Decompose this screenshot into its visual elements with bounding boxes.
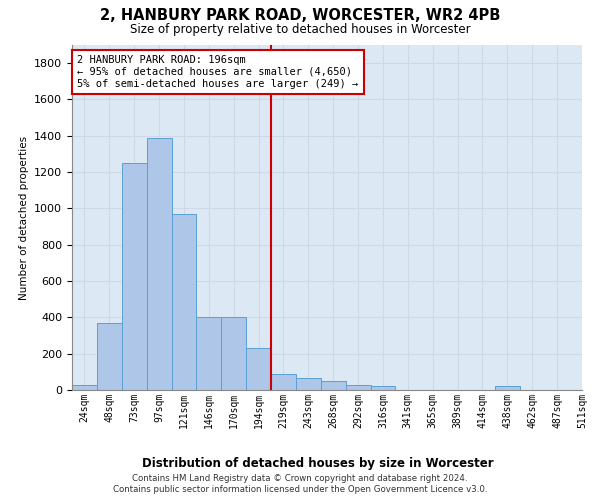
- Bar: [321, 381, 346, 390]
- Bar: [146, 138, 172, 390]
- Text: Distribution of detached houses by size in Worcester: Distribution of detached houses by size …: [142, 458, 494, 470]
- Text: 2, HANBURY PARK ROAD, WORCESTER, WR2 4PB: 2, HANBURY PARK ROAD, WORCESTER, WR2 4PB: [100, 8, 500, 22]
- Bar: [172, 214, 196, 390]
- Bar: [271, 374, 296, 390]
- Text: 2 HANBURY PARK ROAD: 196sqm
← 95% of detached houses are smaller (4,650)
5% of s: 2 HANBURY PARK ROAD: 196sqm ← 95% of det…: [77, 56, 358, 88]
- Bar: [97, 323, 122, 390]
- Text: Size of property relative to detached houses in Worcester: Size of property relative to detached ho…: [130, 22, 470, 36]
- Bar: [246, 348, 271, 390]
- Bar: [371, 386, 395, 390]
- Bar: [495, 386, 520, 390]
- Bar: [122, 163, 146, 390]
- Bar: [72, 384, 97, 390]
- Bar: [196, 318, 221, 390]
- Bar: [221, 318, 246, 390]
- Bar: [346, 384, 371, 390]
- Bar: [296, 378, 321, 390]
- Y-axis label: Number of detached properties: Number of detached properties: [19, 136, 29, 300]
- Text: Contains HM Land Registry data © Crown copyright and database right 2024.
Contai: Contains HM Land Registry data © Crown c…: [113, 474, 487, 494]
